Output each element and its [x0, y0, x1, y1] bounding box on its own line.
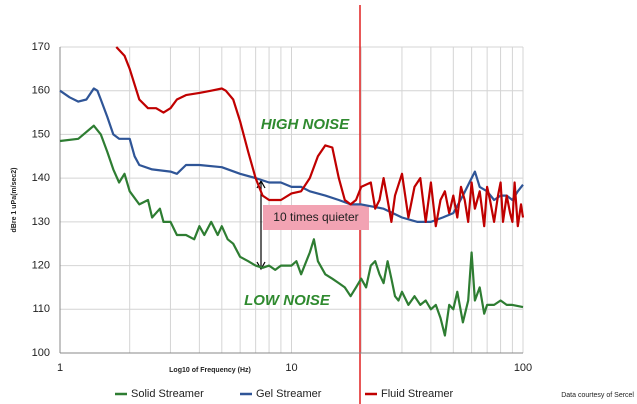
- series-line: [59, 87, 524, 223]
- y-tick-label: 150: [32, 128, 50, 140]
- annotation: LOW NOISE: [244, 292, 331, 309]
- x-tick-label: 1: [57, 362, 63, 374]
- y-tick-label: 160: [32, 85, 50, 97]
- credit: Data courtesy of Sercel: [561, 392, 634, 399]
- x-tick-label: 100: [514, 362, 532, 374]
- x-tick-label: 10: [285, 362, 297, 374]
- series-line: [115, 46, 525, 228]
- callout-text: 10 times quieter: [273, 210, 358, 224]
- y-tick-label: 130: [32, 216, 50, 228]
- y-tick-label: 140: [32, 172, 50, 184]
- y-tick-label: 170: [32, 41, 50, 53]
- y-axis-label: dBre 1 uPa(m/sec2): [11, 168, 18, 233]
- callout-box: [263, 205, 369, 230]
- legend-label: Gel Streamer: [256, 388, 322, 400]
- series-line: [59, 124, 524, 337]
- y-tick-label: 110: [32, 303, 50, 315]
- y-tick-label: 100: [32, 347, 50, 359]
- x-axis-label: Log10 of Frequency (Hz): [169, 367, 251, 374]
- legend-label: Fluid Streamer: [381, 388, 453, 400]
- annotation: HIGH NOISE: [261, 116, 350, 133]
- y-tick-label: 120: [32, 259, 50, 271]
- legend-label: Solid Streamer: [131, 388, 204, 400]
